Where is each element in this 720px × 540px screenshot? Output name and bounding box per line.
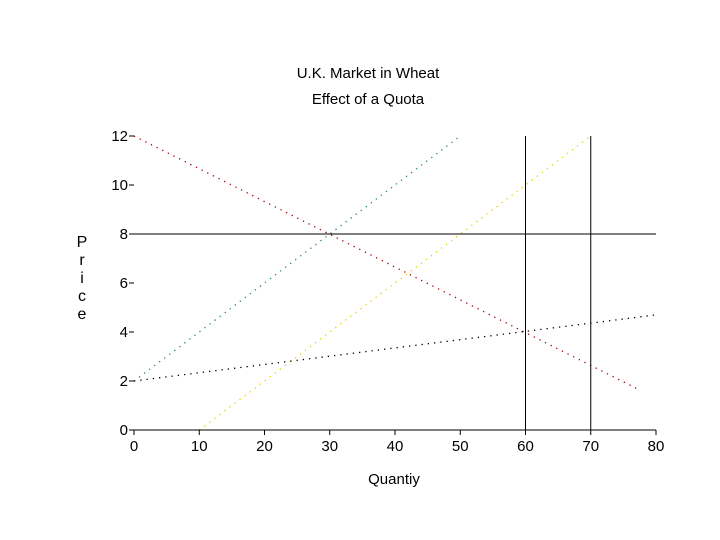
x-tick-label: 30 bbox=[321, 438, 338, 455]
x-tick-label: 0 bbox=[130, 438, 138, 455]
y-tick-label: 8 bbox=[120, 226, 128, 243]
x-tick-label: 40 bbox=[387, 438, 404, 455]
x-tick-label: 80 bbox=[648, 438, 665, 455]
y-tick-label: 12 bbox=[111, 128, 128, 145]
x-tick-label: 20 bbox=[256, 438, 273, 455]
y-tick-label: 0 bbox=[120, 422, 128, 439]
chart-subtitle: Effect of a Quota bbox=[312, 91, 425, 108]
y-ticks: 0 2 4 6 8 10 12 bbox=[111, 128, 134, 439]
chart-title: U.K. Market in Wheat bbox=[297, 65, 440, 82]
x-axis-label: Quantiy bbox=[368, 471, 420, 488]
series-line-5 bbox=[133, 314, 657, 382]
series-line-2 bbox=[133, 135, 461, 382]
x-tick-label: 50 bbox=[452, 438, 469, 455]
y-tick-label: 6 bbox=[120, 275, 128, 292]
y-tick-label: 2 bbox=[120, 373, 128, 390]
y-axis-label-letter: e bbox=[78, 306, 87, 323]
y-axis-label-letter: P bbox=[77, 234, 88, 251]
x-tick-label: 10 bbox=[191, 438, 208, 455]
series-line-1 bbox=[133, 135, 637, 389]
y-tick-label: 10 bbox=[111, 177, 128, 194]
y-tick-label: 4 bbox=[120, 324, 128, 341]
x-tick-label: 70 bbox=[582, 438, 599, 455]
y-axis-label-letter: c bbox=[78, 288, 86, 305]
y-axis-label-letter: i bbox=[80, 270, 84, 287]
series-line-3 bbox=[198, 135, 592, 431]
plot-lines bbox=[133, 135, 657, 431]
x-ticks: 0 10 20 30 40 50 60 70 80 bbox=[130, 430, 665, 455]
x-tick-label: 60 bbox=[517, 438, 534, 455]
y-axis-label-letter: r bbox=[79, 252, 85, 269]
